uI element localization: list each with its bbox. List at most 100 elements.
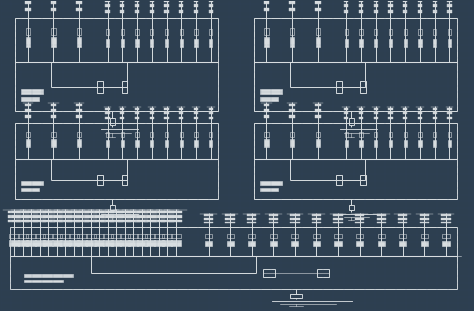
Bar bbox=[69, 240, 79, 246]
Bar bbox=[359, 4, 363, 7]
Bar bbox=[194, 29, 198, 35]
Bar bbox=[433, 10, 437, 13]
Bar bbox=[418, 29, 421, 35]
Bar bbox=[17, 211, 29, 213]
Bar bbox=[312, 214, 321, 216]
Bar bbox=[76, 104, 82, 106]
Bar bbox=[165, 140, 168, 147]
Bar bbox=[84, 211, 97, 213]
Bar bbox=[209, 39, 212, 47]
Bar bbox=[356, 241, 363, 246]
Bar bbox=[388, 108, 392, 110]
Bar bbox=[67, 216, 80, 218]
Bar bbox=[289, 8, 295, 11]
Bar bbox=[194, 10, 198, 13]
Bar bbox=[389, 39, 392, 47]
Bar bbox=[248, 241, 255, 246]
Bar bbox=[290, 218, 300, 220]
Bar bbox=[150, 140, 154, 147]
Bar bbox=[264, 28, 269, 35]
Bar bbox=[403, 0, 407, 2]
Bar bbox=[333, 218, 343, 220]
Bar bbox=[315, 115, 321, 118]
Bar bbox=[110, 118, 115, 124]
Bar bbox=[162, 234, 172, 238]
Bar bbox=[359, 10, 363, 13]
Bar bbox=[101, 211, 114, 213]
Bar bbox=[316, 139, 320, 147]
Bar bbox=[315, 104, 321, 106]
Bar bbox=[448, 132, 451, 137]
Bar bbox=[359, 29, 363, 35]
Bar bbox=[388, 117, 392, 119]
Bar bbox=[136, 132, 139, 137]
Bar bbox=[344, 108, 348, 110]
Bar bbox=[420, 221, 429, 223]
Bar bbox=[50, 216, 63, 218]
Bar bbox=[52, 240, 62, 246]
Bar bbox=[120, 112, 125, 114]
Bar bbox=[76, 1, 82, 4]
Bar bbox=[360, 81, 366, 93]
Bar bbox=[164, 112, 169, 114]
Bar bbox=[51, 115, 56, 118]
Bar bbox=[34, 220, 46, 222]
Bar bbox=[118, 216, 131, 218]
Bar bbox=[77, 132, 82, 137]
Bar bbox=[403, 132, 407, 137]
Bar bbox=[209, 108, 213, 110]
Bar bbox=[25, 220, 38, 222]
Bar bbox=[209, 10, 213, 13]
Bar bbox=[247, 221, 256, 223]
Bar bbox=[290, 37, 294, 47]
Bar bbox=[289, 109, 295, 112]
Bar bbox=[111, 234, 121, 238]
Bar bbox=[135, 10, 139, 13]
Bar bbox=[209, 4, 213, 7]
Bar bbox=[264, 109, 269, 112]
Bar bbox=[355, 218, 365, 220]
Bar bbox=[359, 108, 363, 110]
Bar bbox=[403, 108, 407, 110]
Bar bbox=[442, 234, 449, 238]
Bar bbox=[388, 0, 392, 2]
Bar bbox=[161, 211, 173, 213]
Bar bbox=[313, 234, 320, 238]
Bar bbox=[59, 216, 72, 218]
Bar bbox=[447, 108, 452, 110]
Bar bbox=[150, 108, 154, 110]
Bar bbox=[21, 181, 43, 185]
Bar bbox=[51, 28, 56, 35]
Bar bbox=[374, 140, 377, 147]
Bar bbox=[289, 1, 295, 4]
Bar bbox=[25, 109, 31, 112]
Bar bbox=[152, 211, 165, 213]
Bar bbox=[25, 104, 31, 106]
Bar bbox=[24, 274, 73, 277]
Bar bbox=[137, 234, 146, 238]
Bar bbox=[144, 211, 156, 213]
Bar bbox=[165, 39, 168, 47]
Bar bbox=[316, 37, 320, 47]
Bar bbox=[17, 220, 29, 222]
Bar bbox=[110, 205, 115, 210]
Bar bbox=[77, 28, 82, 35]
Bar bbox=[359, 140, 363, 147]
Bar bbox=[376, 214, 386, 216]
Bar bbox=[433, 117, 437, 119]
Bar bbox=[122, 175, 128, 185]
Bar bbox=[152, 220, 165, 222]
Bar bbox=[260, 181, 282, 185]
Bar bbox=[106, 29, 109, 35]
Bar bbox=[136, 29, 139, 35]
Bar bbox=[399, 234, 406, 238]
Bar bbox=[290, 214, 300, 216]
Bar bbox=[433, 108, 437, 110]
Bar bbox=[254, 123, 457, 199]
Bar bbox=[418, 112, 422, 114]
Bar bbox=[127, 211, 139, 213]
Bar bbox=[101, 216, 114, 218]
Bar bbox=[269, 214, 278, 216]
Bar bbox=[171, 240, 181, 246]
Bar bbox=[420, 214, 429, 216]
